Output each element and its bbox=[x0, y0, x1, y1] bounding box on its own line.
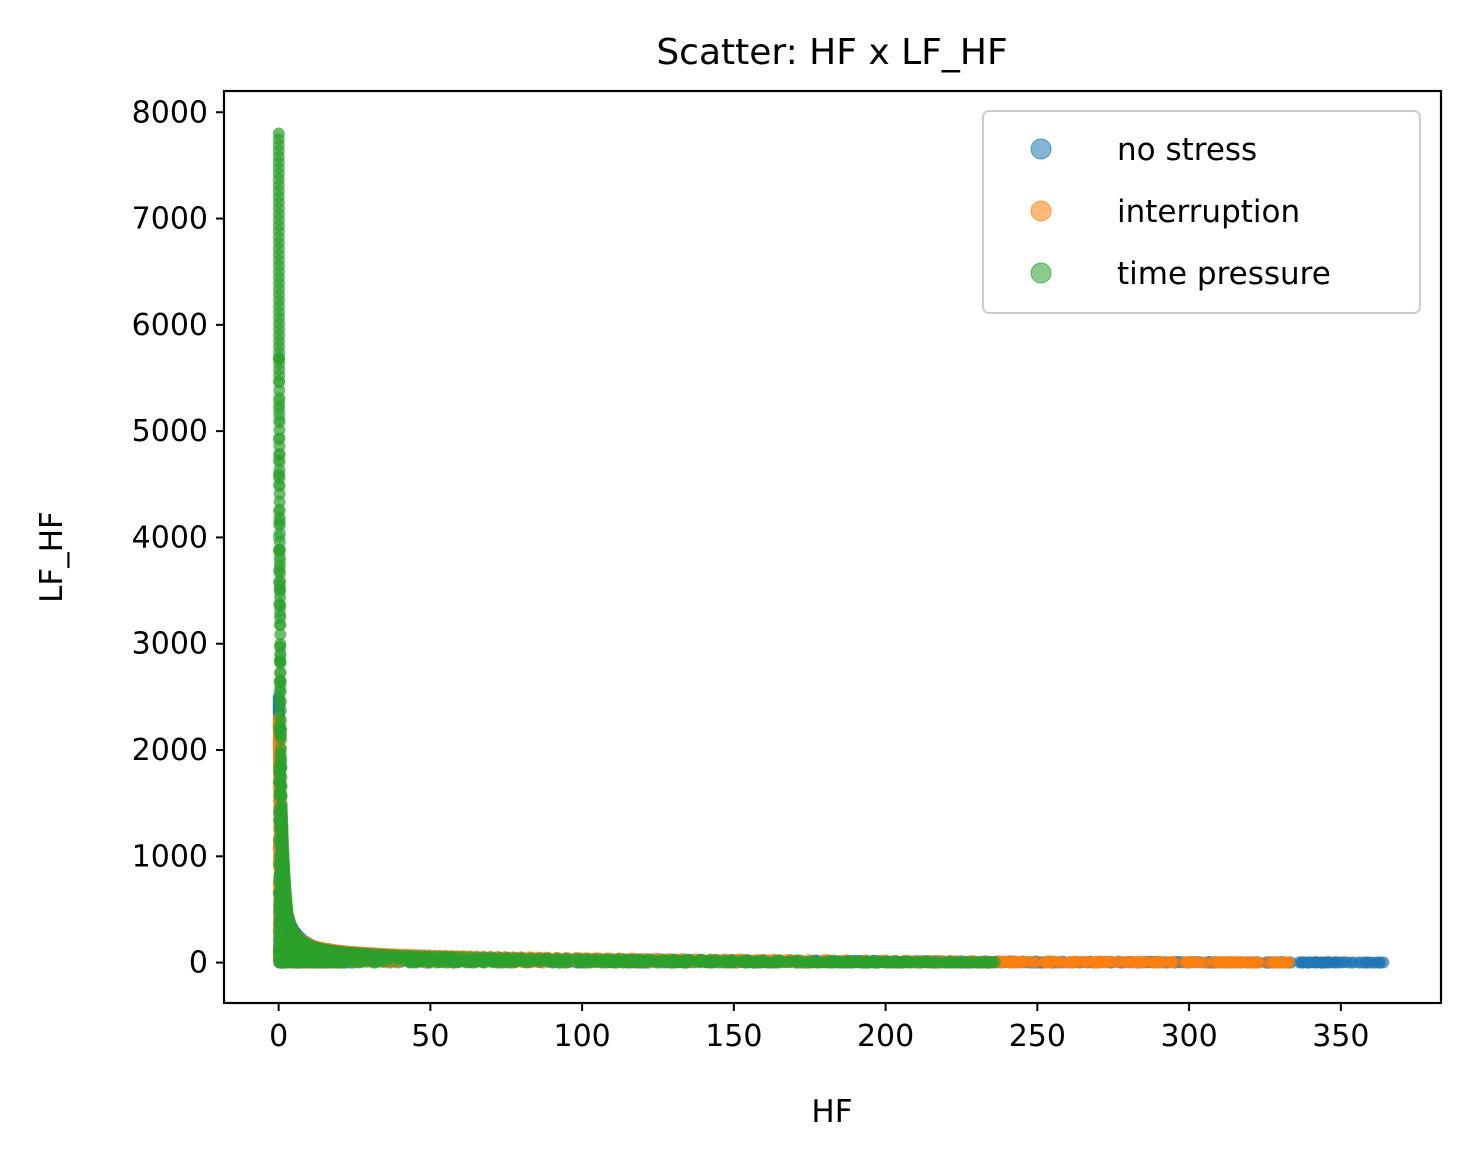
scatter-point bbox=[274, 685, 287, 698]
scatter-point bbox=[1264, 956, 1277, 969]
scatter-point bbox=[1368, 956, 1381, 969]
scatter-point bbox=[274, 609, 287, 622]
scatter-point bbox=[275, 761, 288, 774]
scatter-point bbox=[275, 931, 288, 943]
scatter-point bbox=[541, 952, 554, 965]
scatter-point bbox=[569, 953, 582, 965]
scatter-point bbox=[559, 952, 572, 965]
scatter-point bbox=[861, 955, 874, 968]
scatter-point bbox=[943, 955, 956, 968]
scatter-point bbox=[275, 733, 288, 746]
scatter-point bbox=[532, 952, 545, 965]
scatter-point bbox=[922, 955, 934, 968]
scatter-point bbox=[789, 954, 802, 967]
scatter-point bbox=[1031, 955, 1044, 968]
scatter-point bbox=[274, 657, 287, 670]
scatter-point bbox=[1234, 956, 1247, 969]
scatter-point bbox=[1042, 955, 1055, 968]
scatter-point bbox=[274, 638, 287, 651]
scatter-point bbox=[1165, 955, 1178, 968]
scatter-point bbox=[1016, 955, 1029, 968]
points-layer bbox=[272, 127, 1390, 969]
scatter-point bbox=[275, 780, 288, 793]
scatter-point bbox=[274, 704, 287, 717]
scatter-point bbox=[274, 695, 287, 708]
scatter-point bbox=[988, 956, 1001, 969]
scatter-point bbox=[277, 955, 290, 968]
x-tick-label: 0 bbox=[269, 1019, 288, 1054]
scatter-point bbox=[976, 956, 989, 969]
scatter-point bbox=[599, 953, 612, 966]
scatter-point bbox=[683, 954, 696, 966]
scatter-point bbox=[274, 714, 287, 727]
scatter-point bbox=[880, 955, 893, 968]
scatter-point bbox=[320, 956, 333, 969]
scatter-point bbox=[274, 922, 287, 935]
scatter-point bbox=[1377, 956, 1390, 969]
scatter-point bbox=[589, 953, 602, 966]
scatter-point bbox=[275, 742, 288, 755]
scatter-point bbox=[275, 752, 288, 765]
scatter-point bbox=[633, 953, 646, 966]
scatter-point bbox=[579, 953, 591, 966]
scatter-point bbox=[711, 954, 724, 967]
scatter-point bbox=[670, 953, 683, 966]
scatter-point bbox=[657, 953, 670, 966]
scatter-point bbox=[524, 952, 537, 965]
scatter-point bbox=[965, 955, 978, 968]
scatter-point bbox=[1007, 955, 1020, 968]
scatter-point bbox=[1056, 956, 1069, 969]
scatter-point bbox=[1216, 956, 1229, 969]
scatter-point bbox=[610, 953, 623, 966]
x-tick-label: 200 bbox=[857, 1019, 914, 1054]
scatter-point bbox=[1136, 955, 1149, 968]
scatter-point bbox=[1340, 956, 1352, 969]
scatter-point bbox=[330, 956, 343, 969]
x-tick-label: 50 bbox=[411, 1019, 449, 1054]
scatter-point bbox=[1199, 956, 1212, 969]
scatter-point bbox=[1304, 956, 1316, 969]
scatter-point bbox=[1321, 956, 1334, 969]
scatter-point bbox=[1096, 955, 1109, 968]
scatter-point bbox=[1154, 955, 1167, 968]
scatter-point bbox=[291, 956, 304, 969]
scatter-point bbox=[756, 954, 769, 967]
scatter-point bbox=[275, 771, 288, 784]
scatter-point bbox=[274, 600, 287, 612]
scatter-point bbox=[1249, 956, 1262, 969]
x-tick-label: 100 bbox=[553, 1019, 610, 1054]
scatter-point bbox=[772, 954, 785, 967]
scatter-point bbox=[697, 954, 710, 967]
scatter-point bbox=[1185, 955, 1198, 968]
x-axis-ticks: 0 50 100 150 200 250 300 350 bbox=[269, 1003, 1369, 1054]
axes-frame bbox=[222, 89, 1443, 1005]
series-time-pressure bbox=[272, 127, 1001, 969]
scatter-point bbox=[274, 666, 287, 679]
scatter-point bbox=[1125, 955, 1138, 968]
scatter-point bbox=[274, 619, 287, 631]
scatter-point bbox=[741, 954, 754, 967]
scatter-point bbox=[274, 676, 287, 689]
scatter-point bbox=[1283, 956, 1296, 969]
scatter-point bbox=[824, 955, 837, 967]
scatter-point bbox=[550, 952, 563, 965]
scatter-point bbox=[1069, 955, 1082, 968]
scatter-point bbox=[806, 954, 819, 967]
scatter-point bbox=[306, 952, 319, 965]
scatter-point bbox=[274, 591, 287, 604]
scatter-point bbox=[901, 955, 914, 968]
scatter-point bbox=[645, 953, 658, 966]
scatter-point bbox=[275, 723, 287, 736]
x-tick-label: 150 bbox=[705, 1019, 762, 1054]
scatter-point bbox=[842, 955, 855, 968]
scatter-point bbox=[621, 953, 634, 966]
scatter-point bbox=[274, 628, 287, 641]
scatter-point bbox=[274, 647, 287, 660]
scatter-point bbox=[1081, 956, 1094, 968]
scatter-point bbox=[726, 954, 738, 967]
